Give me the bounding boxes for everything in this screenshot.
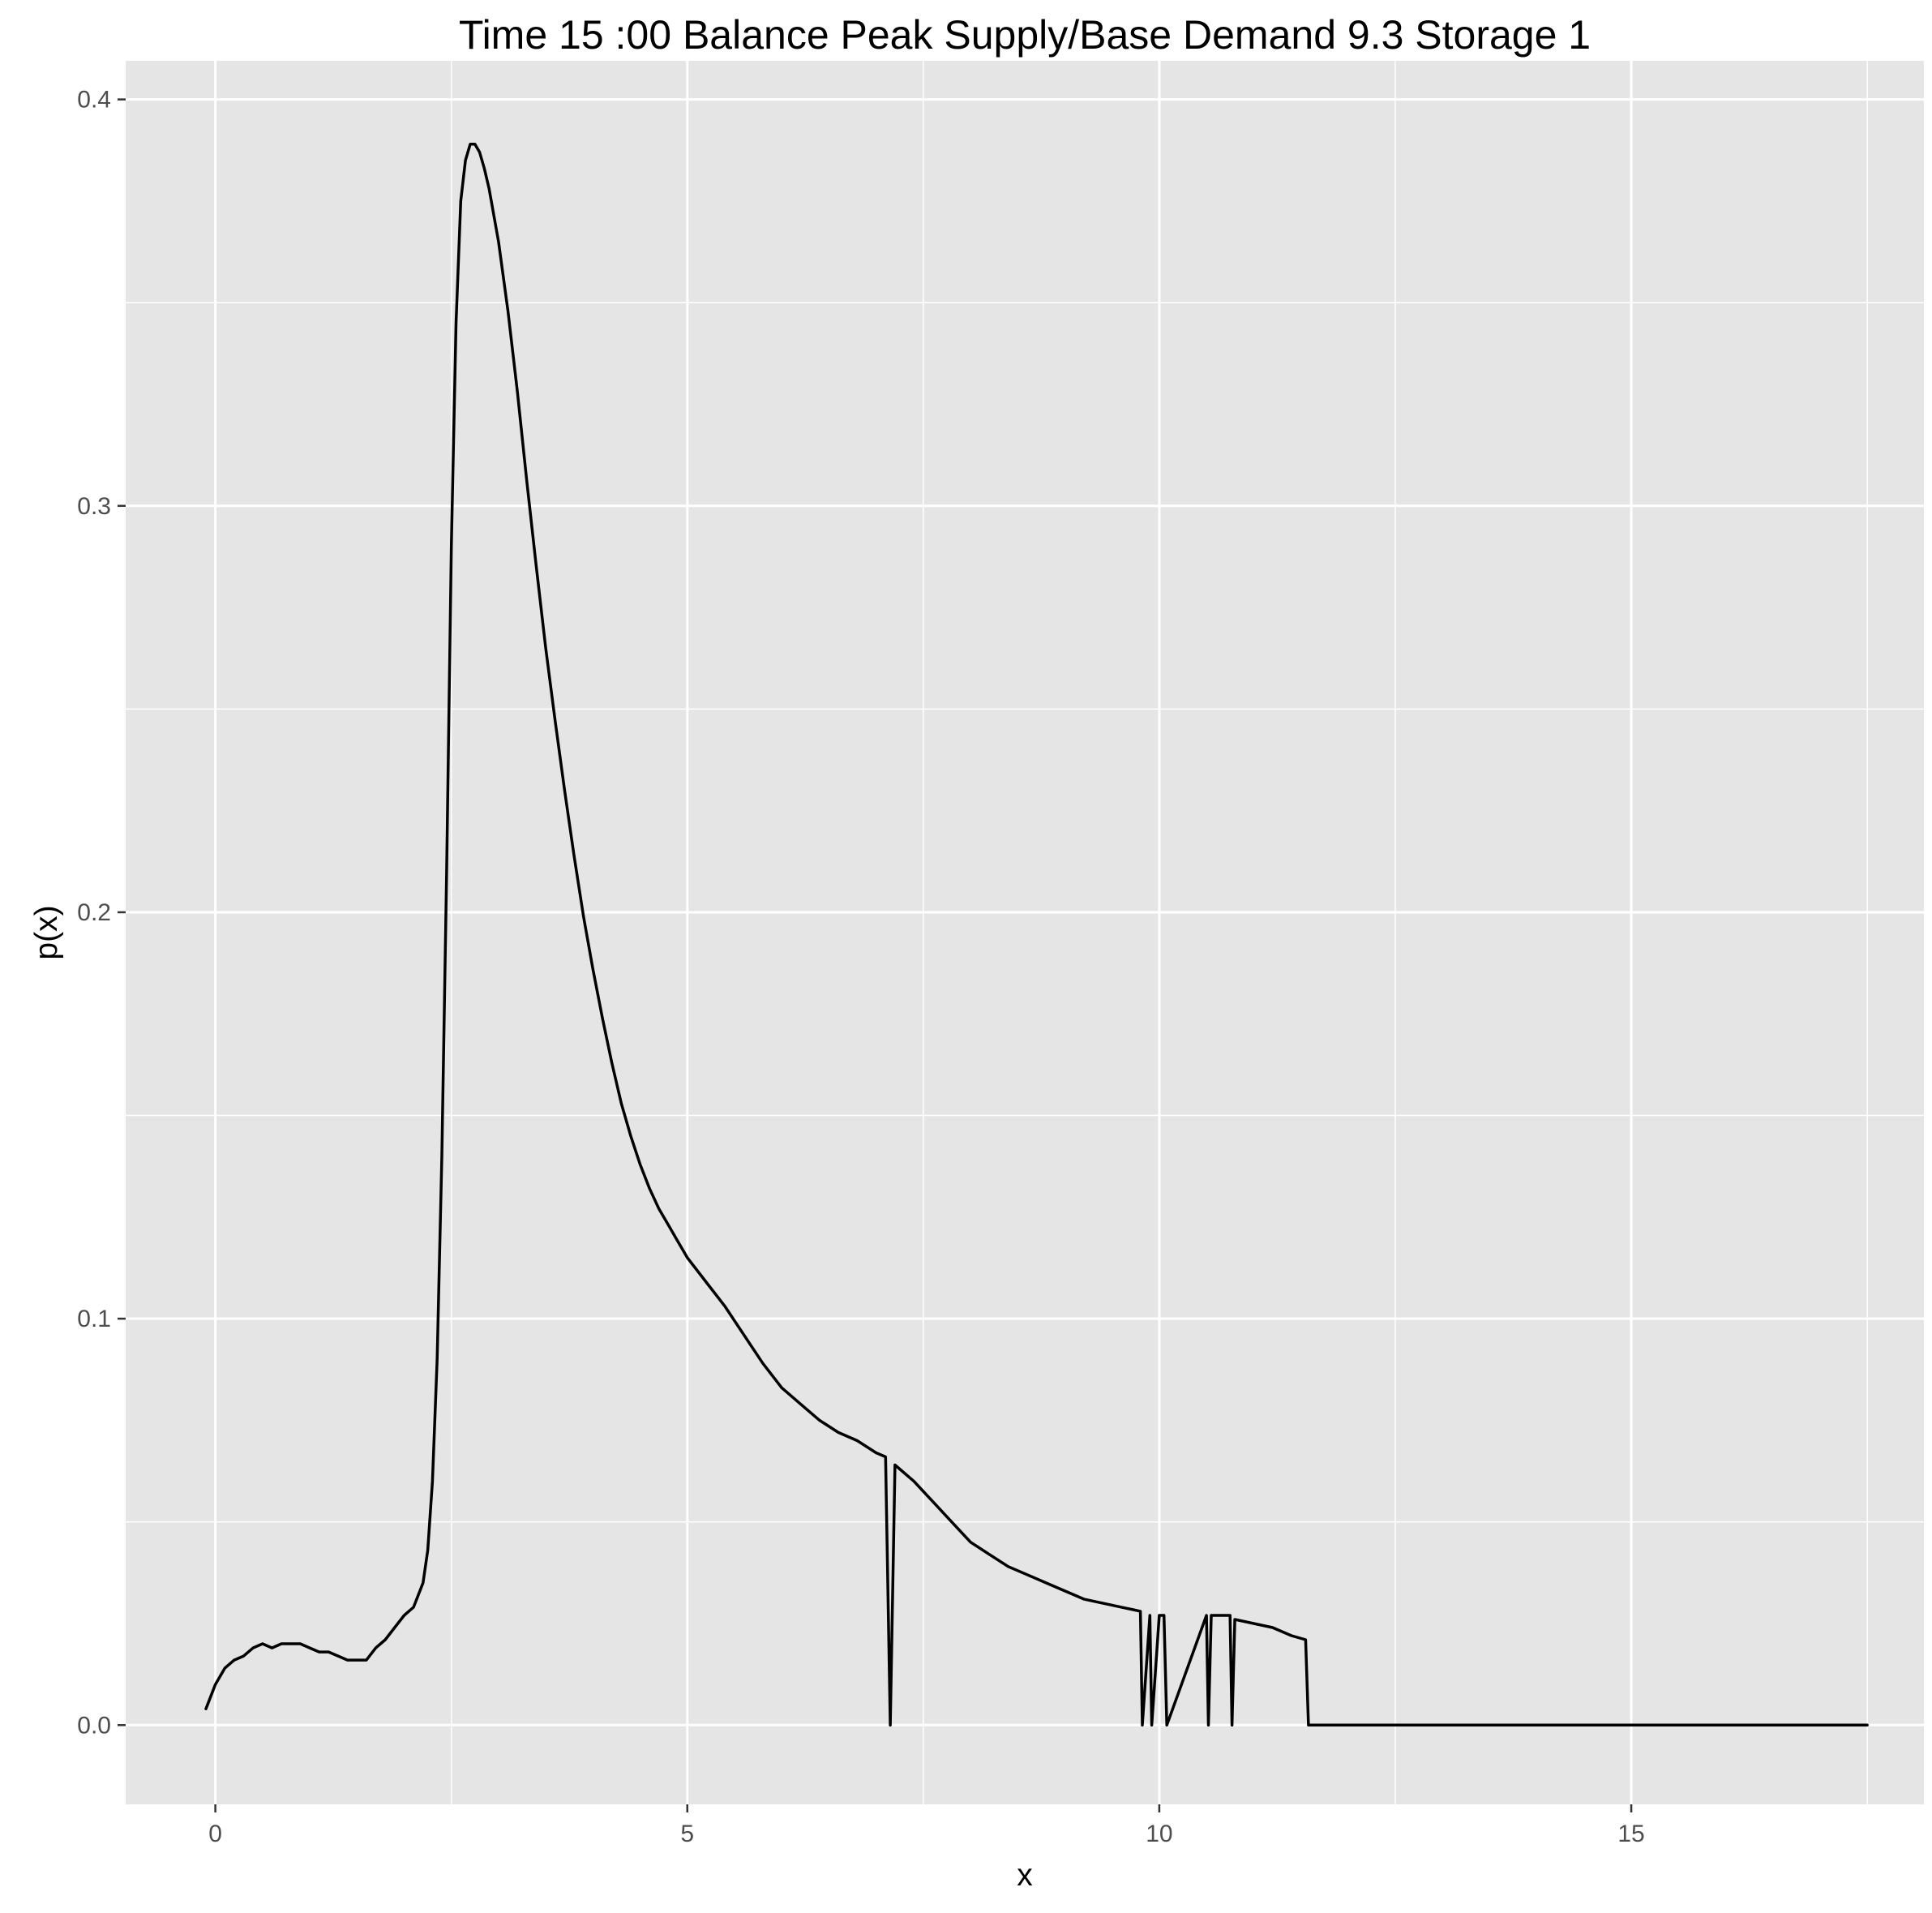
x-tick-label: 5 — [680, 1821, 694, 1847]
major-gridlines — [126, 61, 1924, 1804]
y-tick-label: 0.3 — [77, 493, 111, 520]
x-axis-ticks: 0 5 10 15 — [208, 1804, 1645, 1847]
y-tick-label: 0.2 — [77, 899, 111, 926]
x-tick-label: 15 — [1617, 1821, 1644, 1847]
plot-panel — [126, 61, 1924, 1804]
x-tick-label: 0 — [208, 1821, 222, 1847]
y-tick-label: 0.0 — [77, 1712, 111, 1739]
chart-title: Time 15 :00 Balance Peak Supply/Base Dem… — [459, 12, 1591, 58]
y-axis-label: p(x) — [29, 905, 64, 959]
x-axis-label: x — [1017, 1858, 1033, 1893]
series-layer — [204, 142, 1869, 1727]
density-line — [204, 142, 1869, 1727]
x-tick-label: 10 — [1146, 1821, 1172, 1847]
y-axis-ticks: 0.0 0.1 0.2 0.3 0.4 — [77, 87, 126, 1739]
minor-gridlines — [126, 61, 1924, 1804]
y-tick-label: 0.4 — [77, 87, 111, 114]
y-tick-label: 0.1 — [77, 1306, 111, 1332]
